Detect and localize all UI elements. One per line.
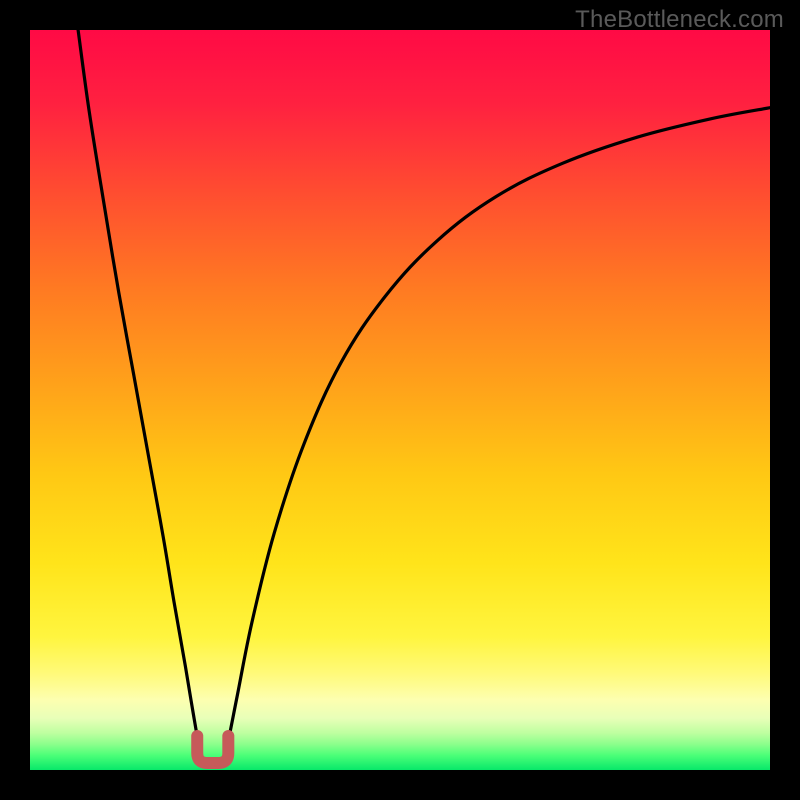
- watermark-text: TheBottleneck.com: [575, 6, 784, 34]
- chart-u-marker: [30, 30, 770, 770]
- chart-plot-area: [30, 30, 770, 770]
- u-marker-icon: [197, 736, 228, 763]
